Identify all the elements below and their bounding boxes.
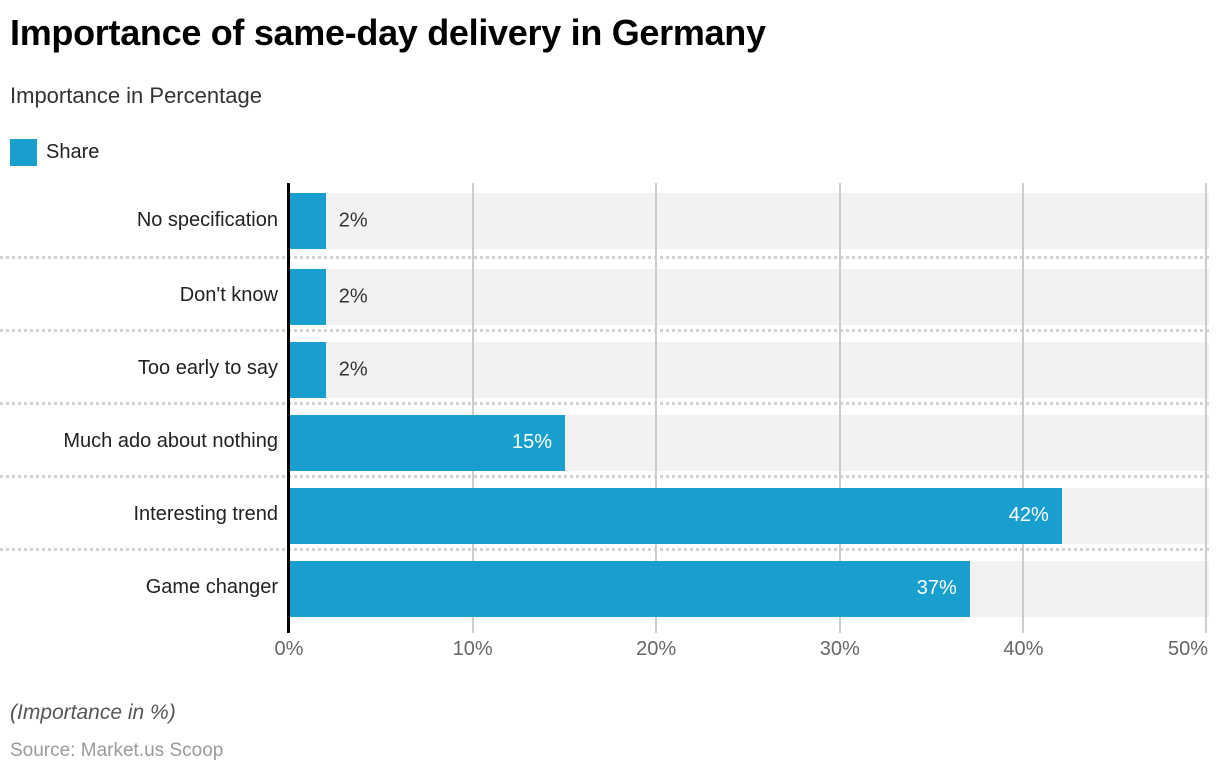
x-tick-label: 50% [1167, 638, 1208, 660]
chart-row: Game changer 37% [0, 548, 1209, 623]
category-label: Game changer [145, 575, 278, 598]
category-label: Too early to say [137, 356, 278, 379]
value-label: 37% [916, 577, 957, 599]
bar-rows: No specification 2% Don't know 2% Too early … [0, 183, 1209, 633]
value-label: 42% [1008, 504, 1049, 526]
chart-title: Importance of same-day delivery in Germa… [10, 12, 766, 53]
chart-row: Much ado about nothing 15% [0, 402, 1209, 477]
bar: 37% [289, 560, 970, 617]
bar: 15% [289, 414, 565, 471]
chart-row: Interesting trend 42% [0, 475, 1209, 550]
bar-track: 42% [289, 487, 1209, 544]
plot-area: No specification 2% Don't know 2% Too early … [0, 183, 1209, 633]
chart-row: No specification 2% [0, 183, 1209, 258]
value-label: 2% [338, 285, 368, 307]
bar-track: 2% [289, 268, 1209, 325]
bar-track: 2% [289, 192, 1209, 249]
x-tick-label: 20% [636, 638, 677, 660]
x-axis: 0% 10% 20% 30% 40% 50% [0, 638, 1209, 668]
chart-row: Too early to say 2% [0, 329, 1209, 404]
chart-row: Don't know 2% [0, 256, 1209, 331]
category-label: No specification [136, 209, 278, 231]
value-label: 2% [338, 209, 368, 231]
x-tick-label: 10% [452, 638, 493, 660]
value-label: 15% [511, 431, 552, 453]
legend: Share [10, 138, 99, 166]
chart-subtitle: Importance in Percentage [10, 83, 262, 108]
x-tick-label: 30% [819, 638, 860, 660]
bar: 42% [289, 487, 1062, 544]
category-label: Much ado about nothing [63, 429, 278, 452]
bar-track: 15% [289, 414, 1209, 471]
legend-swatch-icon [10, 138, 37, 166]
value-label: 2% [338, 358, 368, 380]
bar [289, 192, 326, 249]
bar [289, 268, 326, 325]
y-axis-line [287, 183, 290, 633]
category-label: Interesting trend [133, 502, 278, 525]
source-credit: Source: Market.us Scoop [10, 740, 224, 761]
legend-item-share: Share [46, 140, 100, 163]
x-tick-label: 0% [274, 638, 304, 660]
bar-track: 37% [289, 560, 1209, 617]
category-label: Don't know [179, 283, 278, 306]
x-tick-label: 40% [1003, 638, 1044, 660]
bar-track: 2% [289, 341, 1209, 398]
bar [289, 341, 326, 398]
footnote: (Importance in %) [10, 701, 176, 724]
